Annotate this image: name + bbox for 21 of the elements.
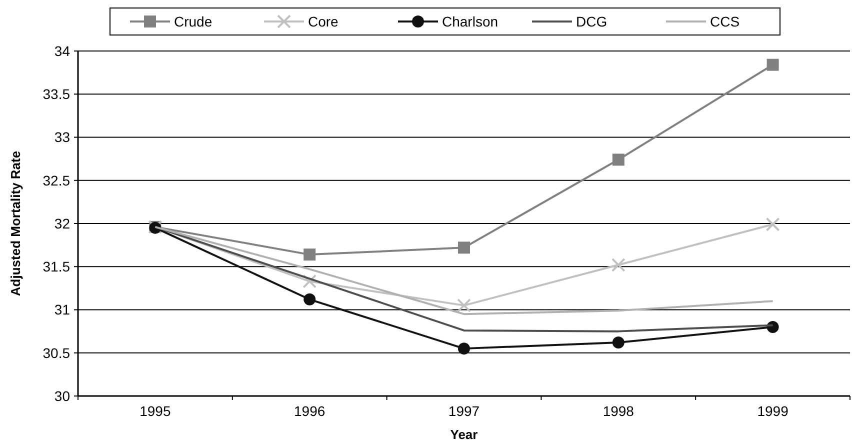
- y-tick-label: 32.5: [42, 172, 70, 188]
- x-tick-label: 1995: [140, 403, 171, 419]
- x-tick-label: 1996: [294, 403, 326, 419]
- y-tick-label: 30.5: [42, 344, 70, 361]
- x-tick-label: 1997: [448, 403, 480, 419]
- y-tick-label: 31.5: [42, 258, 70, 275]
- x-tick-label: 1998: [602, 403, 634, 419]
- y-tick-label: 34: [54, 42, 70, 59]
- x-axis-title: Year: [450, 427, 478, 442]
- legend-label: Core: [308, 13, 339, 30]
- y-tick-label: 32: [54, 215, 70, 232]
- y-axis-title: Adjusted Mortality Rate: [8, 150, 23, 296]
- legend-label: Charlson: [442, 13, 498, 30]
- y-tick-label: 30: [54, 388, 70, 404]
- y-tick-label: 33: [54, 129, 70, 146]
- legend-label: DCG: [576, 13, 608, 30]
- x-tick-label: 1999: [757, 403, 789, 419]
- y-tick-label: 31: [54, 302, 70, 318]
- legend-label: Crude: [174, 13, 212, 30]
- y-tick-label: 33.5: [42, 86, 70, 102]
- legend-label: CCS: [710, 13, 740, 30]
